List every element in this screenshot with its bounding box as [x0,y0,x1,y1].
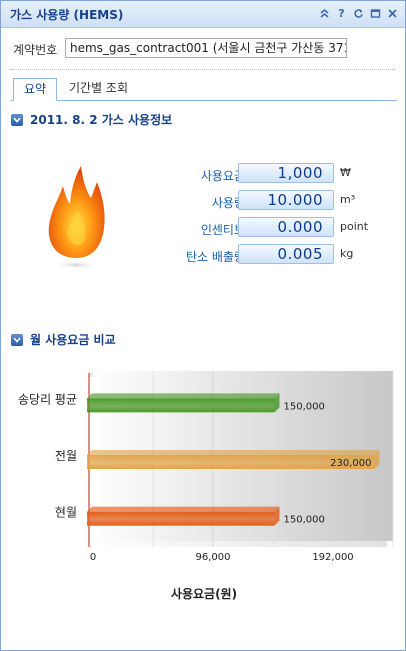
usage-fee-unit: ₩ [340,166,351,179]
collapse-chevron-icon[interactable] [11,334,23,346]
bar-top-face [87,507,280,512]
x-tick-label: 192,000 [312,552,353,563]
summary-heading[interactable]: 2011. 8. 2 가스 사용정보 [11,111,172,128]
carbon-emission-value: 0.005 [238,244,334,264]
value-label: 150,000 [284,401,325,412]
help-icon[interactable]: ? [335,7,348,20]
compare-heading[interactable]: 월 사용요금 비교 [11,331,116,348]
monthly-fee-chart: 송당리 평균 150,000 전월 230,000 현월 150,000 0 96,000 19… [1,361,405,591]
tab-bar: 요약 기간별 조회 [11,78,397,101]
tab-period-query[interactable]: 기간별 조회 [59,78,138,99]
x-tick-label: 0 [90,552,96,563]
tab-summary[interactable]: 요약 [13,78,57,101]
carbon-emission-label: 탄소 배출량 [186,248,245,265]
divider [11,69,395,70]
value-label: 230,000 [330,458,371,469]
x-tick-label: 96,000 [196,552,231,563]
collapse-chevron-icon[interactable] [11,114,23,126]
usage-fee-value: 1,000 [238,163,334,183]
contract-label: 계약번호 [13,41,57,58]
refresh-icon[interactable] [352,7,365,20]
maximize-icon[interactable] [369,7,382,20]
bar-2 [87,512,275,526]
usage-amount-unit: m³ [340,193,355,206]
category-label: 송당리 평균 [18,392,77,406]
bar-top-face [87,393,280,398]
close-icon[interactable] [386,7,399,20]
summary-heading-text: 2011. 8. 2 가스 사용정보 [30,111,172,128]
incentive-unit: point [340,220,368,233]
compare-heading-text: 월 사용요금 비교 [30,331,116,348]
category-label: 전월 [55,449,77,463]
category-label: 현월 [55,506,77,520]
usage-amount-value: 10.000 [238,190,334,210]
panel-title: 가스 사용량 (HEMS) [10,6,123,23]
panel-tools: ? [318,7,399,20]
contract-field[interactable]: hems_gas_contract001 (서울시 금천구 가산동 371- [65,38,347,58]
bar-0 [87,398,275,412]
chart-x-axis-title: 사용요금(원) [1,585,406,602]
incentive-value: 0.000 [238,217,334,237]
carbon-emission-unit: kg [340,247,353,260]
panel-header: 가스 사용량 (HEMS) ? [1,1,405,28]
bar-top-face [87,450,380,455]
pin-icon[interactable] [318,7,331,20]
value-label: 150,000 [284,515,325,526]
gas-flame-icon [45,164,107,272]
